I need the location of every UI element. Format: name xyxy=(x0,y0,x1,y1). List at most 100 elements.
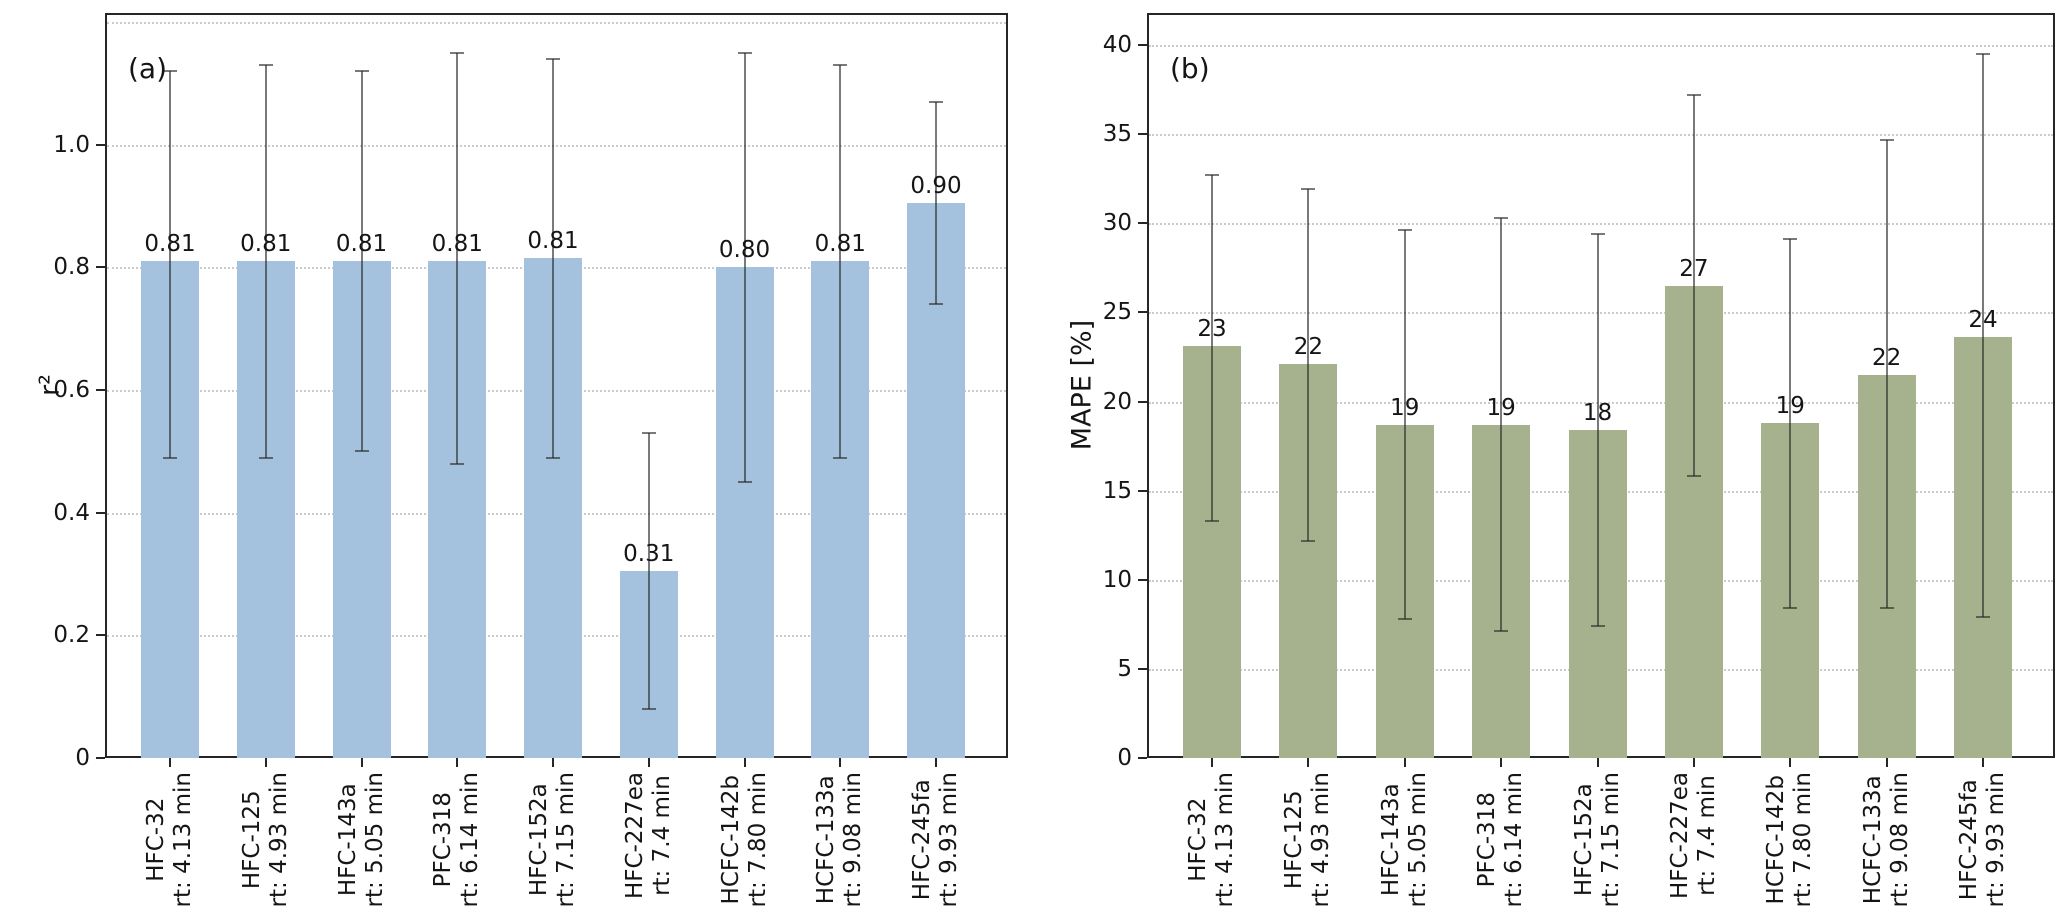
y-axis-label-r2: r² xyxy=(34,374,66,396)
x-tick-label-name: HCFC-142b xyxy=(1763,775,1790,905)
error-bar-cap xyxy=(546,57,560,60)
x-tick-mark xyxy=(264,758,267,767)
y-tick-label: 0.4 xyxy=(53,499,90,526)
error-bar xyxy=(169,71,171,458)
error-bar-cap xyxy=(1590,625,1605,628)
x-tick-label-rt: rt: 4.13 min xyxy=(170,772,196,908)
error-bar-cap xyxy=(354,450,369,453)
x-tick-label-name: HFC-227ea xyxy=(1666,772,1693,900)
x-tick-label-rt: rt: 5.05 min xyxy=(1404,772,1431,908)
y-tick-mark xyxy=(96,757,105,759)
x-tick-label-name: HCFC-142b xyxy=(717,775,744,905)
x-tick-label-rt: rt: 9.93 min xyxy=(1983,772,2009,908)
error-bar xyxy=(264,65,267,458)
bar-value-label: 0.80 xyxy=(718,237,771,264)
gridline xyxy=(1149,45,2053,48)
x-tick-label-name: HFC-227ea xyxy=(621,772,648,900)
x-tick-label: HFC-143a rt: 5.05 min xyxy=(1378,772,1432,907)
gridline xyxy=(1149,401,2053,404)
x-tick-mark xyxy=(1211,758,1213,767)
x-tick-label-name: HCFC-133a xyxy=(1859,775,1886,905)
x-tick-label-rt: rt: 5.05 min xyxy=(361,772,388,908)
gridline xyxy=(1149,223,2053,226)
x-tick-label: HCFC-133a rt: 9.08 min xyxy=(813,772,867,907)
x-tick-mark xyxy=(1500,758,1503,767)
panel-label-a: (a) xyxy=(128,52,168,85)
error-bar-cap xyxy=(1205,174,1219,177)
error-bar xyxy=(1307,189,1310,541)
y-tick-label: 30 xyxy=(1102,210,1132,237)
x-tick-label: HFC-32 rt: 4.13 min xyxy=(143,772,197,907)
x-tick-label: HFC-227ea rt: 7.4 min xyxy=(1667,772,1721,899)
bar-value-label: 0.81 xyxy=(527,228,579,255)
x-tick-mark xyxy=(1692,758,1695,767)
x-tick-label-name: HFC-143a xyxy=(1377,783,1404,897)
x-tick-label-name: HFC-245fa xyxy=(1956,779,1982,901)
bar-value-label: 0.81 xyxy=(431,231,483,258)
bar-value-label: 23 xyxy=(1197,316,1227,343)
error-bar-cap xyxy=(1783,607,1798,610)
error-bar-cap xyxy=(641,707,656,710)
error-bar-cap xyxy=(1976,52,1990,55)
y-tick-mark xyxy=(1138,133,1147,136)
x-tick-label-rt: rt: 4.93 min xyxy=(265,772,292,908)
error-bar-cap xyxy=(354,70,369,73)
x-tick-label-rt: rt: 4.93 min xyxy=(1308,772,1335,908)
x-tick-mark xyxy=(1307,758,1310,767)
error-bar-cap xyxy=(641,432,656,435)
error-bar-cap xyxy=(929,100,943,103)
x-tick-mark xyxy=(743,758,746,767)
y-tick-label: 0 xyxy=(75,745,90,771)
error-bar-cap xyxy=(546,456,560,459)
gridline xyxy=(107,144,1006,147)
error-bar xyxy=(743,52,746,483)
error-bar xyxy=(1982,53,1984,618)
x-tick-label: HCFC-142b rt: 7.80 min xyxy=(1763,772,1817,907)
x-tick-label: HFC-125 rt: 4.93 min xyxy=(1281,772,1335,907)
error-bar-cap xyxy=(1590,233,1605,235)
x-tick-label-name: HFC-125 xyxy=(1281,790,1308,890)
error-bar xyxy=(935,101,937,305)
x-tick-label-name: HFC-152a xyxy=(526,783,552,897)
x-tick-label: HFC-245fa rt: 9.93 min xyxy=(1956,772,2010,907)
bar-value-label: 24 xyxy=(1968,307,1998,334)
gridline xyxy=(107,22,1006,25)
x-tick-label: HFC-227ea rt: 7.4 min xyxy=(622,772,676,899)
y-tick-mark xyxy=(1138,44,1147,47)
x-tick-label: HFC-125 rt: 4.93 min xyxy=(239,772,293,907)
x-tick-label: PFC-318 rt: 6.14 min xyxy=(430,772,484,907)
y-tick-mark xyxy=(1138,489,1147,492)
error-bar-cap xyxy=(450,51,465,54)
x-tick-label-rt: rt: 4.13 min xyxy=(1212,772,1238,908)
error-bar xyxy=(456,52,459,464)
x-tick-label: HFC-32 rt: 4.13 min xyxy=(1185,772,1239,907)
gridline xyxy=(1149,134,2053,137)
x-tick-label: HCFC-133a rt: 9.08 min xyxy=(1860,772,1914,907)
x-tick-label-name: HCFC-133a xyxy=(813,775,840,905)
error-bar xyxy=(1789,239,1792,609)
x-tick-label: HFC-152a rt: 7.15 min xyxy=(526,772,580,907)
bar-value-label: 0.81 xyxy=(240,231,292,258)
bar-value-label: 18 xyxy=(1582,400,1613,427)
y-tick-label: 0.2 xyxy=(53,622,90,649)
bar-value-label: 22 xyxy=(1293,334,1324,361)
error-bar-cap xyxy=(929,303,943,306)
x-tick-label-name: HFC-32 xyxy=(1185,797,1211,882)
bar-value-label: 19 xyxy=(1775,392,1805,419)
x-tick-label-rt: rt: 9.08 min xyxy=(1886,772,1913,908)
bar-value-label: 22 xyxy=(1871,344,1902,371)
panel-label-b: (b) xyxy=(1170,52,1210,85)
error-bar xyxy=(1596,234,1599,627)
x-tick-mark xyxy=(1403,758,1406,767)
error-bar-cap xyxy=(163,456,177,459)
x-tick-label-name: HFC-143a xyxy=(334,783,361,897)
y-tick-mark xyxy=(96,511,105,514)
y-tick-label: 0.6 xyxy=(53,377,90,404)
y-tick-label: 25 xyxy=(1102,299,1132,326)
y-tick-label: 5 xyxy=(1117,655,1132,682)
x-tick-label-rt: rt: 6.14 min xyxy=(1501,772,1528,908)
x-tick-mark xyxy=(360,758,363,767)
error-bar-cap xyxy=(1205,519,1219,522)
bar-value-label: 0.90 xyxy=(910,173,962,200)
